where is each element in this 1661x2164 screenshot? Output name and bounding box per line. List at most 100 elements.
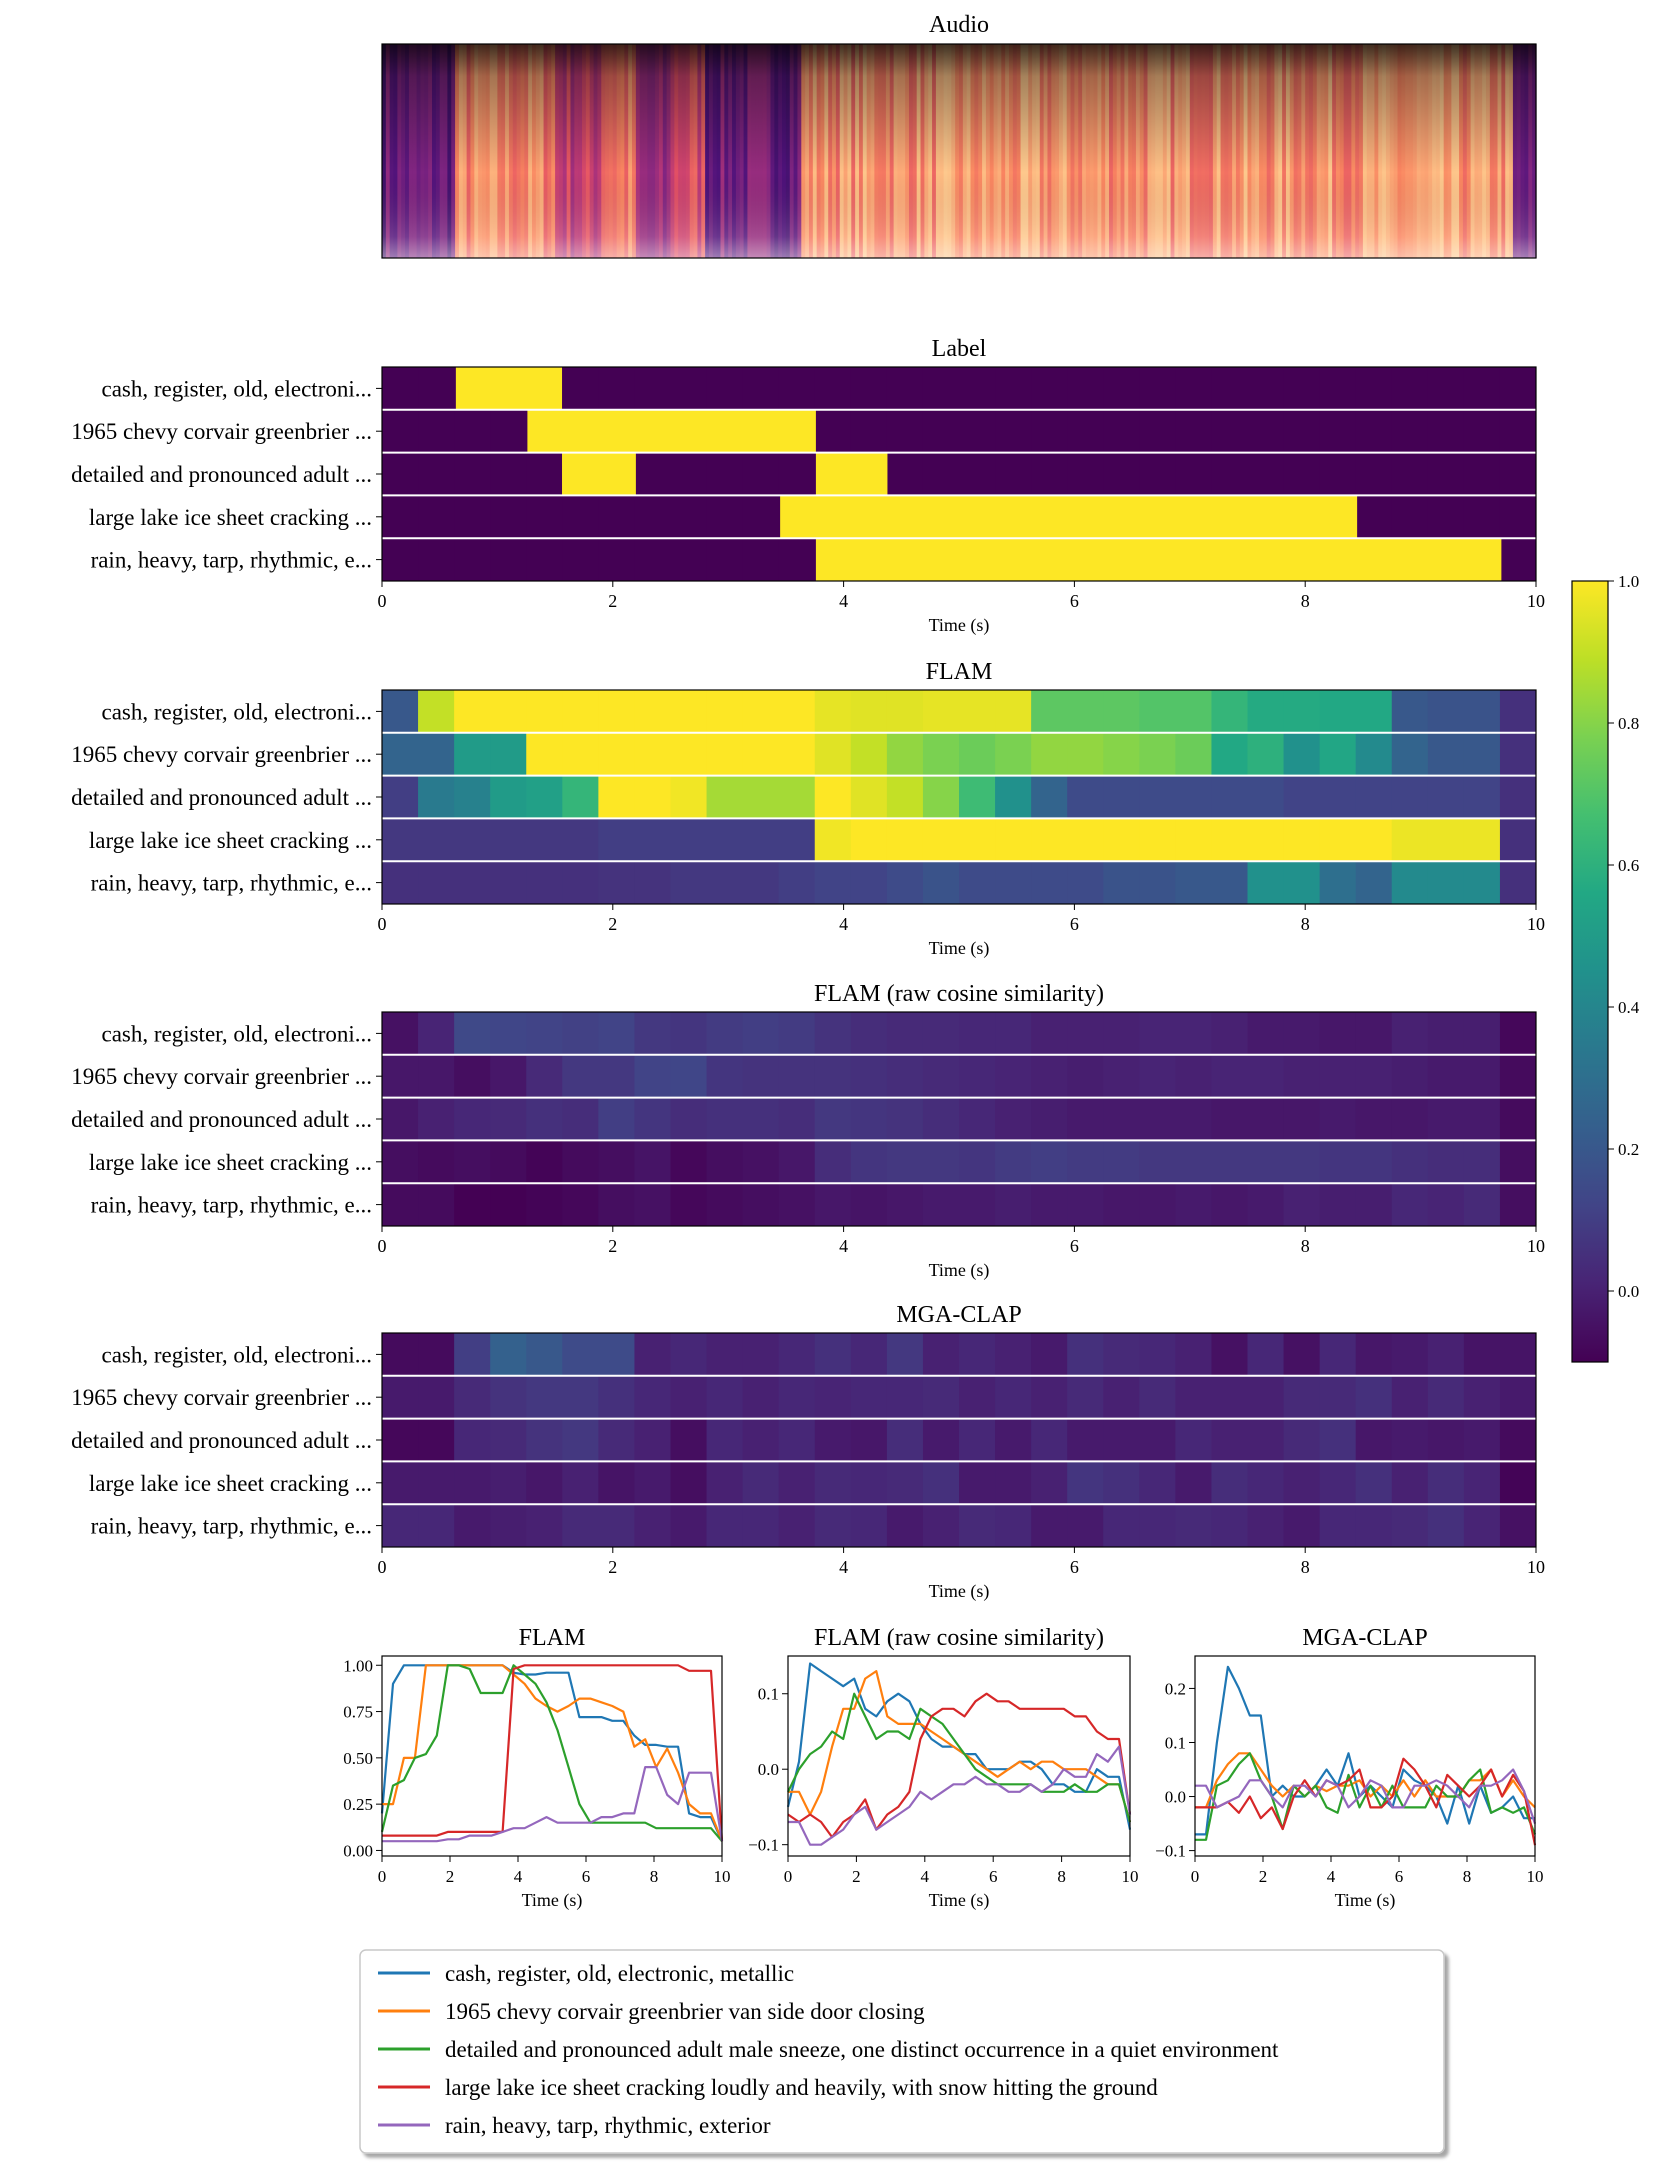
row-label: detailed and pronounced adult ...	[71, 462, 372, 487]
label-active-segment	[815, 538, 1502, 581]
heatmap-cell	[850, 1333, 888, 1377]
heatmap-cell	[382, 495, 419, 539]
heatmap-cell	[490, 1140, 527, 1184]
x-tick-label: 10	[1527, 1867, 1544, 1886]
y-tick-label: 0.1	[758, 1685, 779, 1704]
heatmap-cell	[382, 775, 419, 819]
x-tick-label: 4	[839, 1236, 848, 1256]
heatmap-cell	[1175, 1140, 1212, 1184]
heatmap-cell	[814, 1375, 852, 1420]
heatmap-cell	[454, 1183, 491, 1227]
heatmap-cell	[886, 409, 924, 454]
heatmap-cell	[1391, 861, 1429, 905]
heatmap-cell	[454, 538, 491, 582]
legend-label: large lake ice sheet cracking loudly and…	[445, 2075, 1158, 2100]
heatmap-cell	[454, 409, 491, 454]
heatmap-cell	[562, 861, 599, 905]
heatmap-cell	[670, 1183, 708, 1227]
heatmap-cell	[706, 1054, 744, 1099]
heatmap-cell	[959, 1012, 996, 1056]
x-tick-label: 0	[378, 1557, 387, 1577]
heatmap-cell	[1391, 732, 1429, 777]
heatmap-cell	[526, 861, 563, 905]
heatmap-cell	[1175, 1183, 1212, 1227]
heatmap-cell	[778, 861, 816, 905]
heatmap-cell	[1463, 818, 1501, 862]
colorbar-gradient	[1572, 581, 1608, 1362]
heatmap-cell	[850, 818, 888, 862]
heatmap-cell	[454, 732, 491, 777]
heatmap-cell	[1211, 818, 1248, 862]
heatmap-cell	[490, 1504, 527, 1548]
line-plot-title: FLAM	[519, 1625, 586, 1651]
heatmap-cell	[1175, 1504, 1212, 1548]
heatmap-cell	[1319, 1140, 1357, 1184]
heatmap-cell	[706, 367, 744, 411]
heatmap-cell	[959, 1054, 996, 1099]
heatmap-cell	[1103, 732, 1140, 777]
heatmap-cell	[1319, 818, 1357, 862]
heatmap-cell	[995, 1375, 1032, 1420]
heatmap-cell	[1103, 1333, 1140, 1377]
legend-label: rain, heavy, tarp, rhythmic, exterior	[445, 2113, 771, 2138]
heatmap-cell	[959, 732, 996, 777]
heatmap-cell	[598, 1097, 635, 1141]
heatmap-cell	[742, 1504, 780, 1548]
heatmap-cell	[778, 1054, 816, 1099]
heatmap-cell	[634, 367, 671, 411]
heatmap-cell	[526, 818, 563, 862]
heatmap-cell	[670, 1140, 708, 1184]
heatmap-cell	[454, 861, 491, 905]
heatmap-cell	[886, 1012, 924, 1056]
row-label: cash, register, old, electroni...	[101, 376, 372, 401]
heatmap-cell	[778, 1504, 816, 1548]
heatmap-cell	[742, 775, 780, 819]
legend-entry: rain, heavy, tarp, rhythmic, exterior	[378, 2113, 771, 2138]
heatmap-cell	[382, 452, 419, 496]
heatmap-cell	[1463, 1461, 1501, 1505]
heatmap-cell	[634, 690, 671, 734]
heatmap-cell	[1283, 775, 1321, 819]
heatmap-cell	[995, 690, 1032, 734]
heatmap-cell	[1103, 409, 1140, 454]
x-tick-label: 10	[1122, 1867, 1139, 1886]
heatmap-cell	[1355, 1504, 1393, 1548]
heatmap-cell	[1067, 367, 1104, 411]
heatmap-cell	[382, 732, 419, 777]
heatmap-cell	[1463, 1333, 1501, 1377]
heatmap-cell	[742, 1140, 780, 1184]
heatmap-cell	[598, 1012, 635, 1056]
heatmap-cell	[1499, 1418, 1537, 1462]
heatmap-cell	[1031, 1012, 1068, 1056]
heatmap-cell	[418, 732, 455, 777]
x-tick-label: 4	[514, 1867, 523, 1886]
heatmap-cell	[1355, 1183, 1393, 1227]
heatmap-cell	[1103, 861, 1140, 905]
series-line	[1195, 1768, 1537, 1824]
heatmap-cell	[1499, 775, 1537, 819]
heatmap-cell	[1139, 1461, 1176, 1505]
y-tick-label: 1.00	[343, 1656, 373, 1675]
heatmap-cell	[1355, 775, 1393, 819]
heatmap-cell	[1031, 1183, 1068, 1227]
heatmap-cell	[922, 1183, 960, 1227]
heatmap-cell	[1355, 409, 1393, 454]
heatmap-cell	[634, 818, 671, 862]
heatmap-cell	[1031, 452, 1068, 496]
x-tick-label: 6	[1395, 1867, 1404, 1886]
heatmap-cell	[1499, 1504, 1537, 1548]
heatmap-cell	[1391, 495, 1429, 539]
heatmap-cell	[886, 775, 924, 819]
heatmap-cell	[742, 1333, 780, 1377]
heatmap-cell	[1463, 1183, 1501, 1227]
x-tick-label: 2	[608, 1236, 617, 1256]
heatmap-cell	[1031, 1097, 1068, 1141]
heatmap-cell	[995, 818, 1032, 862]
x-axis-label: Time (s)	[929, 615, 990, 636]
heatmap-cell	[1067, 818, 1104, 862]
heatmap-cell	[850, 1097, 888, 1141]
heatmap-cell	[418, 1140, 455, 1184]
heatmap-cell	[706, 495, 744, 539]
heatmap-cell	[778, 1375, 816, 1420]
x-tick-label: 10	[1527, 1557, 1545, 1577]
